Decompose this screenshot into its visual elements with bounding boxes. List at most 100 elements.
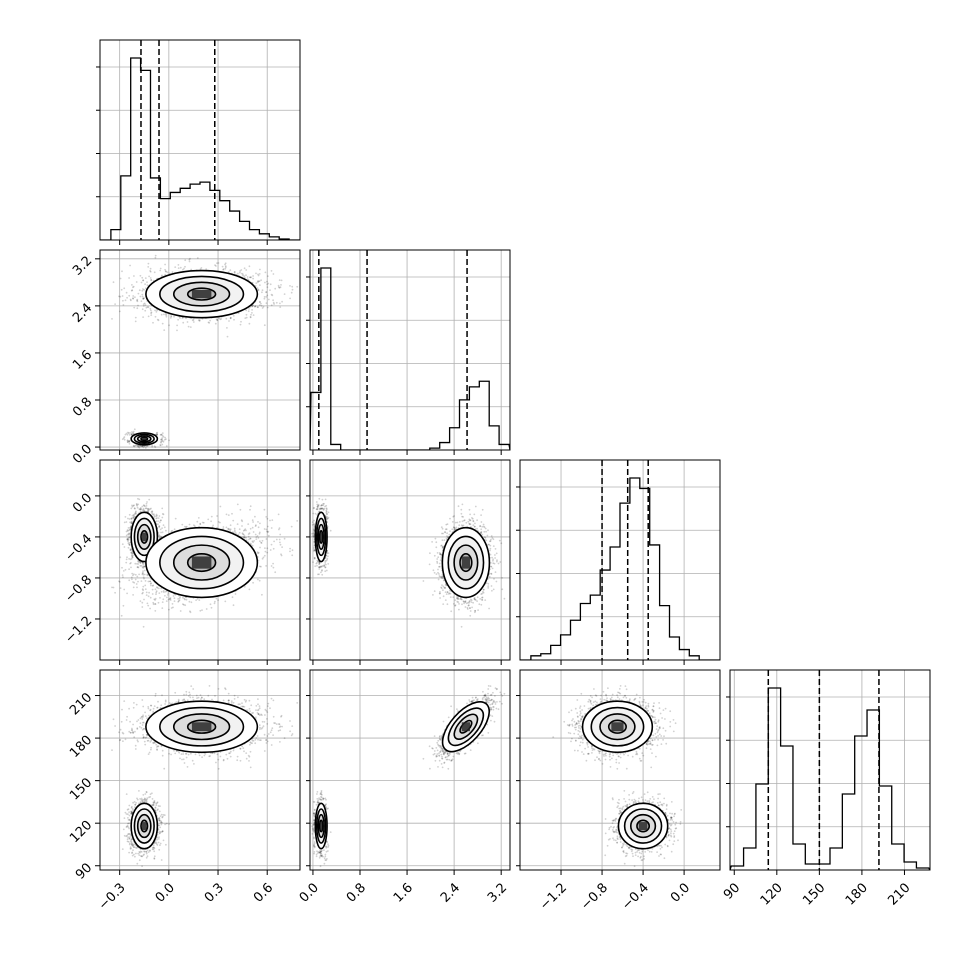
x-tick-label: −0.8 (578, 880, 611, 913)
hist-bar (450, 428, 460, 450)
hist-bar (131, 58, 141, 240)
hist-bar (660, 606, 670, 660)
scatter-panel-3-0: 90 120 150 180 210 −0.3 0.0 0.3 0.6 (67, 669, 301, 913)
hist-bar (590, 595, 600, 660)
y-tick-label: 90 (73, 860, 95, 882)
histogram-line (520, 477, 720, 660)
panel-frame (729, 669, 931, 871)
y-tick-label: −0.4 (62, 532, 95, 565)
x-tick-label: 1.6 (391, 880, 416, 905)
density-peak (141, 437, 147, 440)
density-peak (191, 722, 212, 732)
x-tick-label: 0.8 (344, 880, 369, 905)
scatter-points (552, 685, 683, 868)
scatter-panel-2-0: −1.2 −0.8 −0.4 0.0 (62, 459, 301, 665)
hist-bar (489, 426, 499, 450)
density-peak (638, 822, 648, 830)
panel-frame (99, 39, 301, 241)
y-tick-label: 150 (67, 775, 95, 803)
hist-panel-2 (516, 459, 721, 665)
hist-bar (855, 736, 867, 870)
density-peak (611, 722, 624, 732)
density-peak (320, 532, 323, 542)
hist-bar (551, 645, 561, 660)
hist-bar (830, 848, 842, 870)
panel-frame (99, 249, 301, 451)
scatter-points (111, 254, 299, 449)
hist-bar (259, 234, 269, 240)
x-tick-label: −0.4 (619, 880, 652, 913)
hist-bar (331, 444, 341, 450)
y-tick-label: −0.8 (62, 573, 95, 606)
hist-bar (190, 184, 200, 240)
density-peak (191, 290, 212, 299)
hist-panel-0 (96, 39, 301, 245)
x-tick-label: −1.2 (537, 880, 570, 913)
scatter-panel-2-1 (306, 459, 511, 665)
y-tick-label: 3.2 (70, 254, 95, 279)
scatter-panel-3-1: 0.0 0.8 1.6 2.4 3.2 (297, 669, 511, 906)
y-tick-label: 0.8 (70, 395, 95, 420)
scatter-points (311, 497, 506, 628)
x-tick-label: 0.3 (202, 880, 227, 905)
x-tick-label: 120 (758, 880, 786, 908)
y-tick-label: 1.6 (70, 348, 95, 373)
hist-bar (561, 635, 571, 660)
density-peak (320, 822, 323, 830)
density-peak (191, 556, 212, 569)
hist-bar (670, 637, 680, 660)
hist-bar (469, 387, 479, 450)
y-tick-label: 120 (67, 818, 95, 846)
hist-bar (768, 688, 780, 870)
x-tick-label: 0.0 (668, 880, 693, 905)
scatter-points (111, 497, 299, 628)
hist-bar (479, 381, 489, 450)
histogram-line (100, 57, 300, 240)
hist-bar (460, 400, 470, 450)
hist-bar (904, 862, 916, 870)
hist-bar (220, 201, 230, 240)
density-peak (141, 532, 147, 542)
histogram-line (310, 267, 510, 450)
hist-bar (867, 710, 879, 870)
density-peak (461, 722, 470, 732)
scatter-panel-3-2: −1.2 −0.8 −0.4 0.0 (516, 669, 721, 913)
y-tick-label: 0.0 (70, 442, 95, 467)
x-tick-label: 210 (885, 880, 913, 908)
y-tick-label: 2.4 (70, 301, 95, 326)
x-tick-label: −0.3 (96, 880, 129, 913)
x-tick-label: 180 (843, 880, 871, 908)
density-peak (141, 822, 147, 830)
hist-bar (200, 182, 210, 240)
hist-bar (650, 545, 660, 660)
hist-bar (541, 654, 551, 660)
hist-bar (141, 70, 151, 240)
hist-panel-3: 90 120 150 180 210 (721, 669, 931, 909)
hist-bar (170, 192, 180, 240)
x-tick-label: 0.6 (251, 880, 276, 905)
x-tick-label: 0.0 (153, 880, 178, 905)
hist-bar (499, 444, 509, 450)
scatter-panel-1-0: 0.0 0.8 1.6 2.4 3.2 (70, 249, 301, 467)
panel-frame (519, 669, 721, 871)
hist-bar (230, 211, 240, 240)
panel-frame (99, 459, 301, 661)
hist-bar (180, 188, 190, 240)
hist-bar (570, 620, 580, 660)
density-peak (461, 556, 470, 569)
hist-bar (842, 794, 854, 870)
x-tick-label: 2.4 (438, 880, 463, 905)
hist-bar (744, 848, 756, 870)
y-tick-label: −1.2 (62, 614, 95, 647)
hist-bar (440, 443, 450, 450)
hist-bar (240, 221, 250, 240)
hist-bar (793, 844, 805, 870)
hist-bar (250, 230, 260, 240)
x-tick-label: 90 (721, 880, 743, 902)
y-tick-label: 180 (67, 733, 95, 761)
hist-bar (630, 478, 640, 660)
hist-bar (879, 786, 891, 870)
hist-bar (321, 268, 331, 450)
scatter-points (111, 685, 299, 868)
